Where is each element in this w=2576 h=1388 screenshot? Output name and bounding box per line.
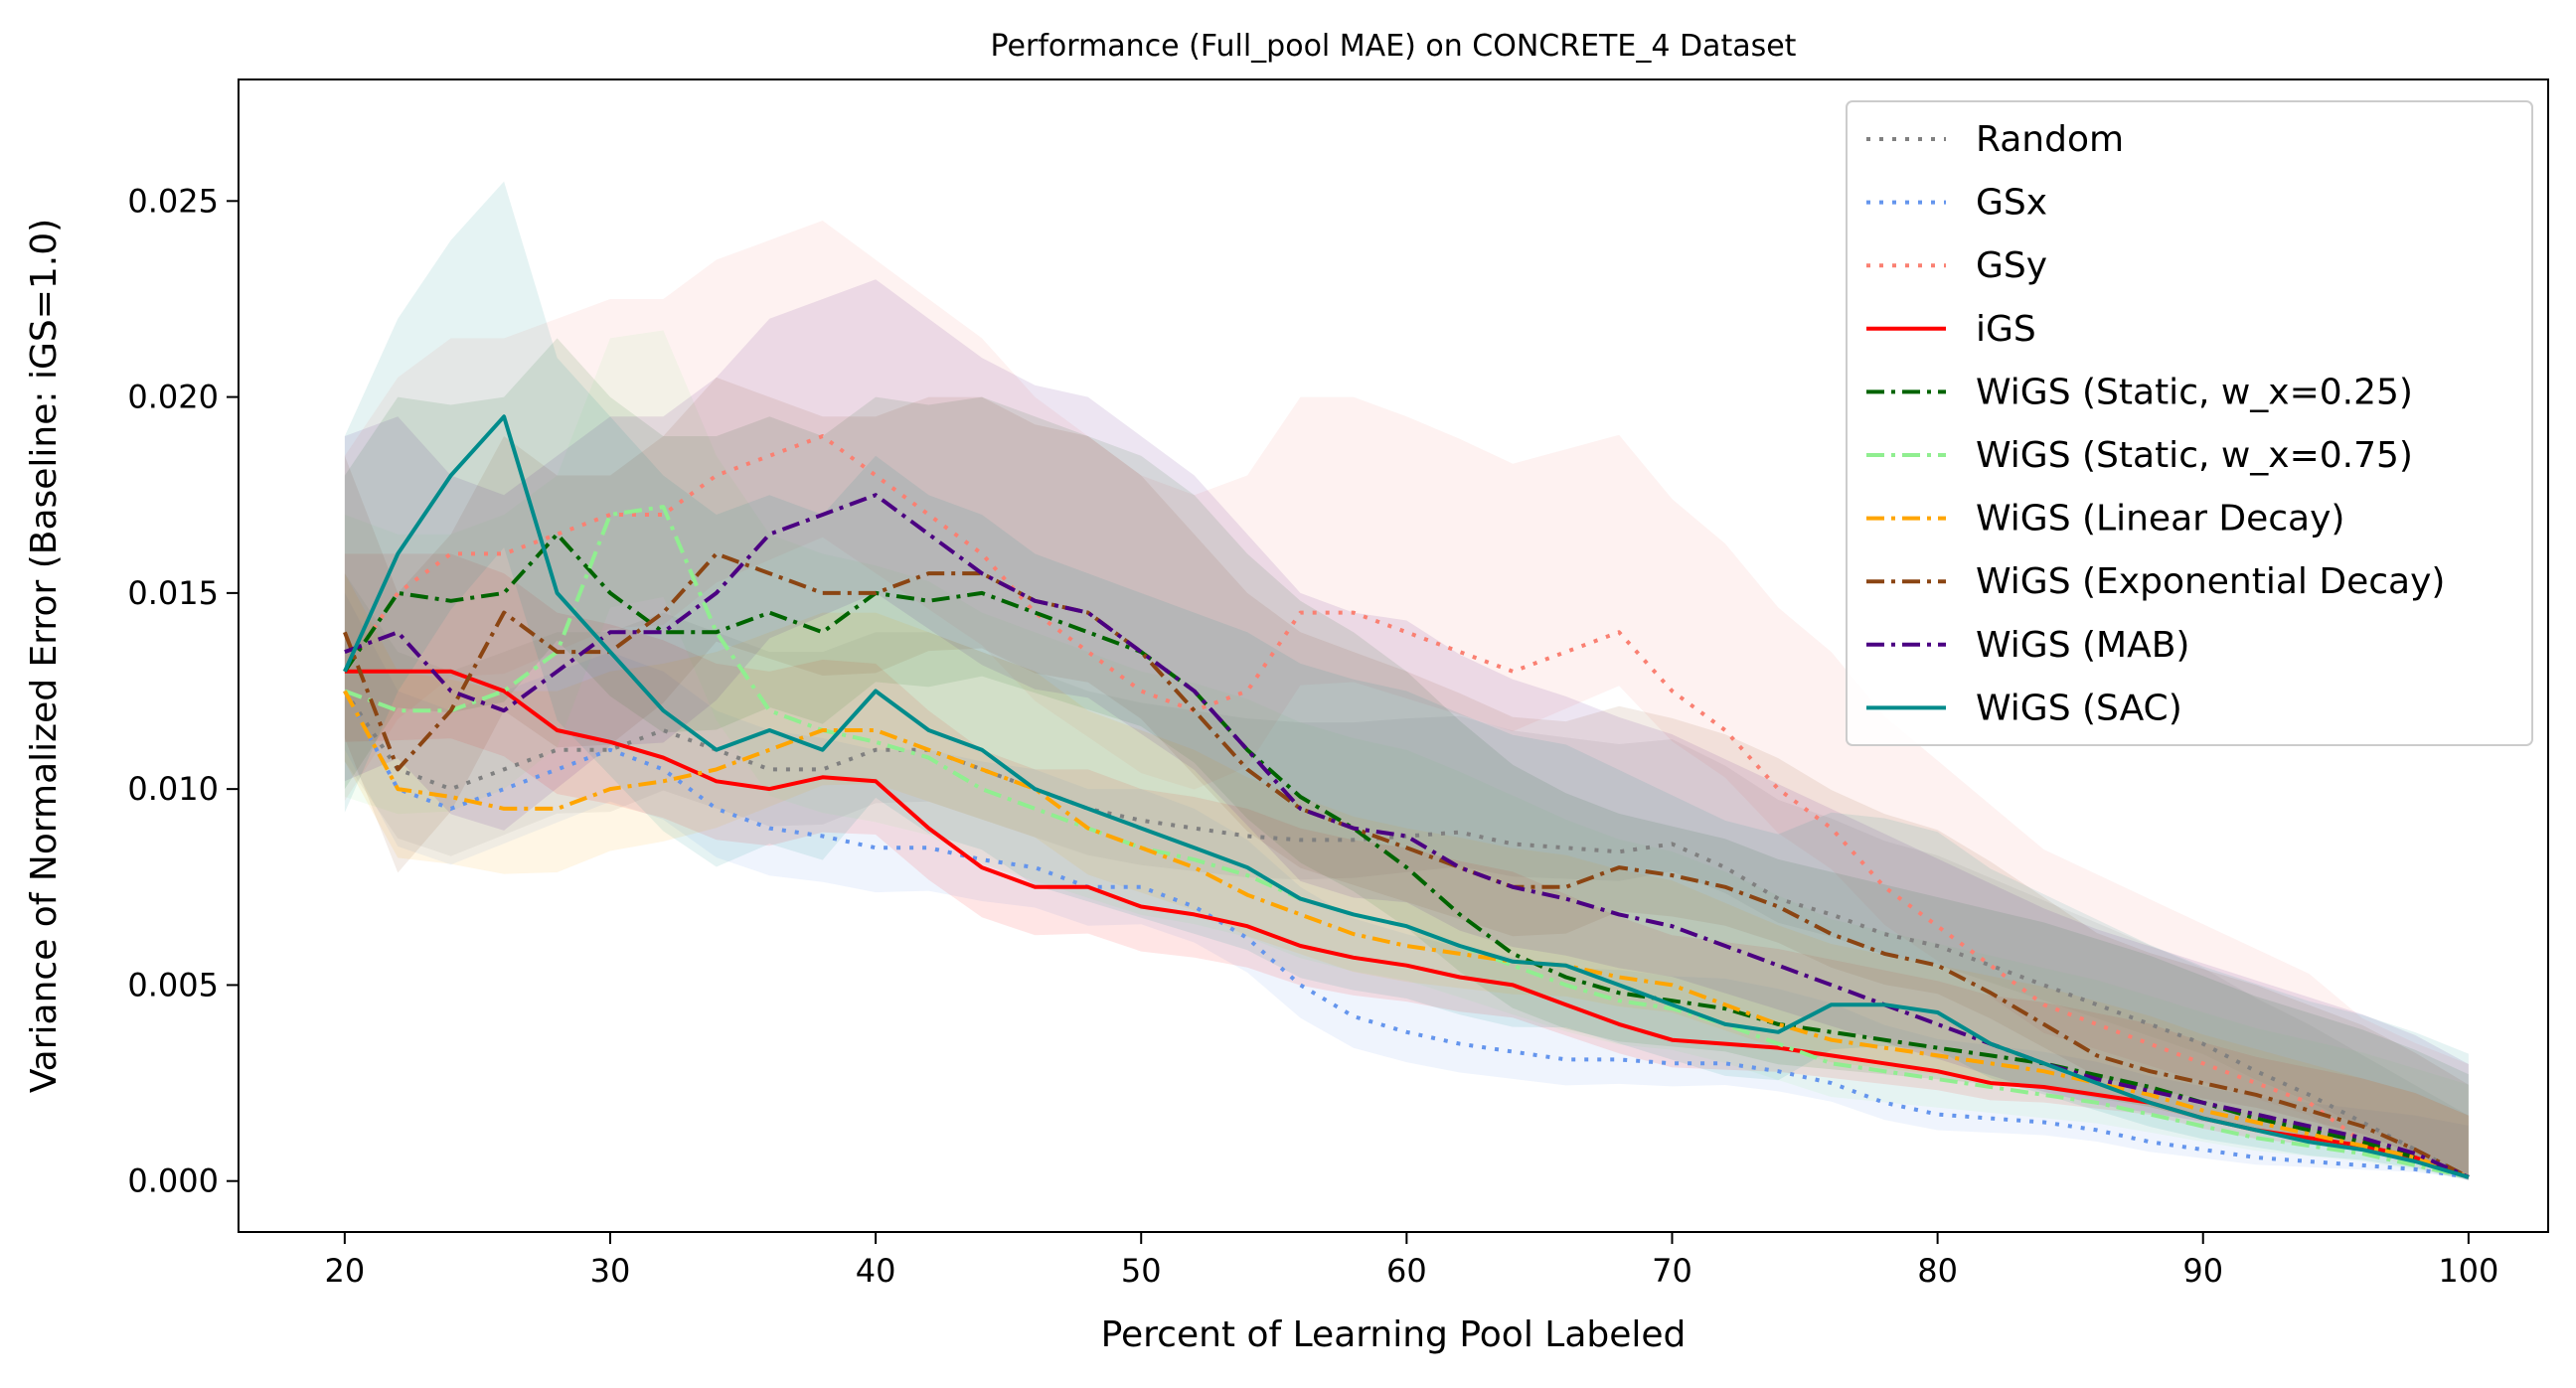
x-tick-label-3: 50 bbox=[1121, 1252, 1162, 1290]
x-tick-label-8: 100 bbox=[2438, 1252, 2498, 1290]
y-tick-label-3: 0.015 bbox=[127, 574, 219, 612]
legend-box bbox=[1846, 100, 2533, 746]
line-series-1 bbox=[343, 690, 2470, 1179]
y-tick-label-0: 0.000 bbox=[127, 1162, 219, 1200]
confidence-bands bbox=[344, 181, 2469, 1181]
x-tick-label-5: 70 bbox=[1652, 1252, 1692, 1290]
band-series-5 bbox=[344, 330, 2469, 1180]
legend-label-6: WiGS (Linear Decay) bbox=[1976, 499, 2344, 540]
legend-label-4: WiGS (Static, w_x=0.25) bbox=[1976, 372, 2413, 412]
y-axis-label: Variance of Normalized Error (Baseline: … bbox=[24, 219, 65, 1093]
x-tick-label-7: 90 bbox=[2182, 1252, 2223, 1290]
legend-label-0: Random bbox=[1976, 119, 2124, 160]
chart-title: Performance (Full_pool MAE) on CONCRETE_… bbox=[991, 29, 1797, 64]
legend-label-5: WiGS (Static, w_x=0.75) bbox=[1976, 435, 2413, 476]
legend-label-7: WiGS (Exponential Decay) bbox=[1976, 561, 2445, 602]
line-series-9 bbox=[343, 414, 2470, 1179]
band-series-7 bbox=[344, 377, 2469, 1180]
band-series-1 bbox=[344, 592, 2469, 1179]
x-tick-label-6: 80 bbox=[1917, 1252, 1958, 1290]
x-axis: 20 30 40 50 60 70 80 90 100 bbox=[324, 1232, 2498, 1290]
y-tick-label-2: 0.010 bbox=[127, 770, 219, 808]
legend-label-8: WiGS (MAB) bbox=[1976, 625, 2189, 666]
band-series-6 bbox=[344, 573, 2469, 1179]
y-axis: 0.000 0.005 0.010 0.015 0.020 0.025 bbox=[127, 182, 239, 1200]
x-tick-label-2: 40 bbox=[856, 1252, 896, 1290]
x-tick-label-0: 20 bbox=[324, 1252, 365, 1290]
x-tick-label-1: 30 bbox=[590, 1252, 631, 1290]
band-series-8 bbox=[344, 279, 2469, 1180]
band-series-0 bbox=[344, 573, 2469, 1179]
band-series-9 bbox=[344, 181, 2469, 1181]
band-series-2 bbox=[344, 221, 2469, 1180]
y-tick-label-1: 0.005 bbox=[127, 966, 219, 1003]
x-tick-label-4: 60 bbox=[1386, 1252, 1427, 1290]
y-tick-label-5: 0.025 bbox=[127, 182, 219, 220]
line-series-7 bbox=[343, 551, 2470, 1179]
line-series-6 bbox=[343, 690, 2470, 1179]
legend: Random GSx GSy iGS WiGS (Static, w_x=0.25) Wi… bbox=[1846, 100, 2533, 746]
legend-label-3: iGS bbox=[1976, 309, 2036, 350]
series-lines bbox=[343, 414, 2470, 1179]
band-series-4 bbox=[344, 338, 2469, 1180]
legend-label-9: WiGS (SAC) bbox=[1976, 688, 2182, 728]
legend-label-2: GSy bbox=[1976, 245, 2047, 286]
legend-label-1: GSx bbox=[1976, 183, 2047, 224]
line-series-8 bbox=[344, 493, 2470, 1179]
line-series-4 bbox=[343, 532, 2470, 1179]
y-tick-label-4: 0.020 bbox=[127, 379, 219, 416]
plot-frame bbox=[238, 78, 2549, 1233]
x-axis-label: Percent of Learning Pool Labeled bbox=[1101, 1314, 1687, 1355]
